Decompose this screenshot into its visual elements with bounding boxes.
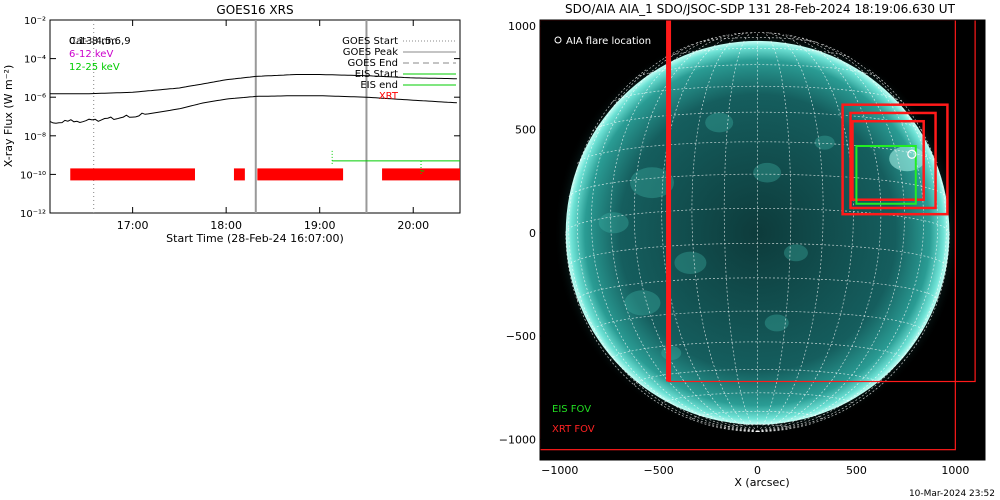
longitude-line <box>723 32 758 432</box>
active-region <box>674 251 707 275</box>
longitude-line <box>591 37 758 433</box>
latitude-line <box>565 208 950 233</box>
aia-plot-frame <box>539 19 986 461</box>
xrt-fov-box <box>849 111 937 210</box>
aia-xtick-label: 0 <box>754 464 761 477</box>
goes-ytick-label: 10⁻¹⁰ <box>20 170 46 181</box>
xrt-bar <box>257 168 344 181</box>
longitude-line <box>757 69 947 433</box>
eis-fov-label: EIS FOV <box>552 404 591 415</box>
goes-ytick-label: 10⁻¹² <box>20 209 46 220</box>
goes-legend-left-item: Cat3,4,5,6,9 <box>69 36 131 47</box>
longitude-line <box>576 43 758 433</box>
goes-xrs-chart: GOES16 XRS 10⁻¹² 10⁻¹⁰ 10⁻⁸ 10⁻⁶ 10⁻⁴ 10⁻² 17… <box>2 3 461 245</box>
goes-xtick-label: 19:00 <box>304 219 336 232</box>
longitude-line <box>757 32 824 433</box>
goes-legend-right-label: GOES Start <box>342 36 398 47</box>
goes-legend-right-label: GOES End <box>348 58 398 69</box>
goes-legend-right-label: EIS end <box>360 80 398 91</box>
goes-legend-left-item: 0.1-.8 nm <box>69 36 117 47</box>
goes-series-line <box>50 74 457 95</box>
longitude-line <box>757 43 939 433</box>
aia-ytick-label: 1000 <box>508 20 536 33</box>
flare-legend-icon <box>554 36 562 44</box>
goes-xtick-label: 17:00 <box>117 219 149 232</box>
latitude-line <box>633 369 882 386</box>
latitude-line <box>733 32 782 35</box>
latitude-line <box>577 141 938 164</box>
timestamp: 10-Mar-2024 23:52 <box>909 489 995 499</box>
goes-xtick-label: 20:00 <box>397 219 429 232</box>
longitude-line <box>757 34 905 433</box>
active-region <box>814 135 835 150</box>
active-region <box>764 314 789 332</box>
goes-ylabel: X-ray Flux (W m⁻²) <box>2 65 15 167</box>
goes-legend-right-label: XRT <box>379 91 399 102</box>
goes-legend-left-item: 6-12 keV <box>69 49 113 60</box>
goes-ytick-label: 10⁻⁶ <box>24 93 46 104</box>
goes-ytick-label: 10⁻⁴ <box>24 55 46 66</box>
goes-ytick-label: 10⁻⁸ <box>24 132 46 143</box>
active-region <box>630 167 675 199</box>
xrt-observation-bars <box>70 168 460 181</box>
goes-ytick-label: 10⁻² <box>24 16 46 27</box>
xrt-fov-label: XRT FOV <box>552 424 595 435</box>
longitude-line <box>691 32 758 433</box>
eis-observation-segments <box>331 150 460 176</box>
goes-legend-right-label: GOES Peak <box>343 47 398 58</box>
aia-ytick-label: 500 <box>515 123 536 136</box>
xrt-bar <box>233 168 245 181</box>
xrt-bar <box>382 168 460 181</box>
aia-xlabel: X (arcsec) <box>734 476 789 489</box>
solar-active-regions <box>598 112 926 360</box>
active-region <box>705 112 734 133</box>
aia-ytick-label: −1000 <box>499 433 536 446</box>
aia-xtick-label: 500 <box>846 464 867 477</box>
latitude-line <box>661 392 854 406</box>
longitude-line <box>610 34 758 433</box>
eis-fov-box <box>855 145 917 205</box>
flare-legend-label: AIA flare location <box>566 36 651 47</box>
aia-xtick-label: −500 <box>644 464 674 477</box>
goes-legend-left-item: 12-25 keV <box>69 62 120 73</box>
fov-boxes <box>540 20 976 451</box>
active-region <box>598 212 629 234</box>
longitude-line <box>757 32 792 432</box>
flare-location-marker <box>907 149 917 159</box>
xrt-fov-box <box>540 20 956 451</box>
xrt-fov-box <box>851 119 925 201</box>
latitude-line <box>696 37 819 44</box>
aia-xtick-label: 1000 <box>941 464 969 477</box>
goes-xtick-label: 18:00 <box>210 219 242 232</box>
goes-event-lines <box>93 20 368 213</box>
aia-title: SDO/AIA AIA_1 SDO/JSOC-SDP 131 28-Feb-20… <box>565 2 956 16</box>
active-region <box>624 290 661 316</box>
goes-xlabel: Start Time (28-Feb-24 16:07:00) <box>166 232 344 245</box>
latitude-line <box>691 410 824 420</box>
goes-title: GOES16 XRS <box>216 3 293 17</box>
active-region <box>783 244 808 262</box>
aia-y-axis: −1000 −500 0 500 1000 <box>499 20 546 446</box>
longitude-line <box>568 69 758 433</box>
aia-x-axis: −1000 −500 0 500 1000 <box>541 454 969 477</box>
aia-ytick-label: 0 <box>529 227 536 240</box>
goes-legend-right-label: EIS Start <box>355 69 398 80</box>
latitude-line <box>664 47 851 58</box>
goes-series-line <box>50 95 457 124</box>
goes-x-axis: 17:00 18:00 19:00 20:00 <box>117 20 429 232</box>
aia-image-panel: SDO/AIA AIA_1 SDO/JSOC-SDP 131 28-Feb-20… <box>499 2 995 499</box>
heliographic-grid <box>565 32 950 433</box>
active-region <box>661 345 682 360</box>
active-region <box>753 162 782 183</box>
xrt-bar <box>70 168 195 181</box>
goes-flux-series <box>50 74 457 124</box>
xrt-fov-box <box>841 103 949 216</box>
aia-ytick-label: −500 <box>506 330 536 343</box>
aia-xtick-label: −1000 <box>541 464 578 477</box>
